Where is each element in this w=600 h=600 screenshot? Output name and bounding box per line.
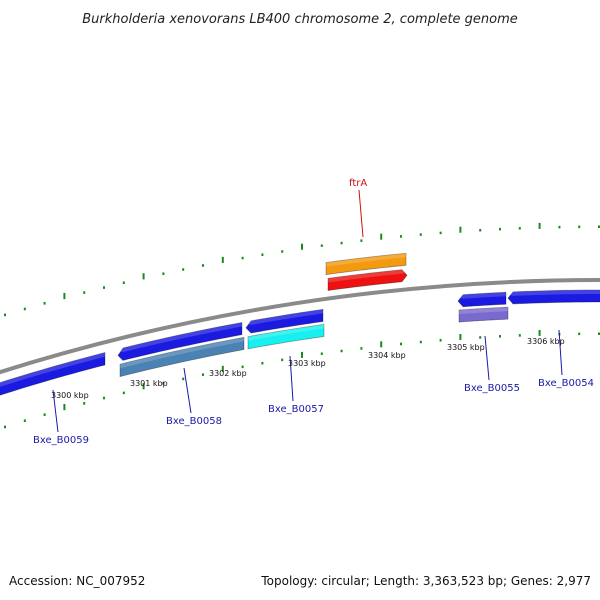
feature-steelblue-shine [120, 337, 244, 369]
feature-orange-shine [326, 253, 406, 267]
gene-label-bxe-b0054[interactable]: Bxe_B0054 [538, 378, 594, 389]
scale-label-3301: 3301 kbp [130, 379, 168, 388]
feature-ftrA[interactable] [327, 269, 408, 291]
feature-purple[interactable] [458, 306, 509, 323]
gene-labels: ftrA Bxe_B0059 Bxe_B0058 Bxe_B0057 Bxe_B… [33, 178, 594, 446]
feature-purple-shine [459, 307, 508, 315]
feature-cyan[interactable] [247, 323, 325, 350]
leader-bxe-b0054 [558, 329, 563, 376]
topology-summary: Topology: circular; Length: 3,363,523 bp… [260, 574, 591, 588]
gene-label-bxe-b0058[interactable]: Bxe_B0058 [166, 416, 222, 427]
gene-label-bxe-b0057[interactable]: Bxe_B0057 [268, 404, 324, 415]
feature-bxe-b0055-shine [458, 292, 506, 299]
feature-ftrA-shine [328, 269, 407, 283]
feature-bxe-b0055[interactable] [457, 291, 507, 308]
scale-label-3303: 3303 kbp [288, 359, 326, 368]
scale-label-3306: 3306 kbp [527, 337, 565, 346]
feature-steelblue[interactable] [119, 336, 245, 378]
feature-bxe-b0059[interactable] [0, 352, 106, 396]
leader-bxe-b0058 [183, 367, 192, 414]
accession-text: Accession: NC_007952 [9, 574, 145, 588]
leader-bxe-b0057 [289, 355, 294, 402]
scale-label-3302: 3302 kbp [209, 369, 247, 378]
scale-label-3305: 3305 kbp [447, 343, 485, 352]
leader-ftrA [358, 189, 364, 238]
inner-tick-ring [4, 329, 600, 429]
backbone-arc [0, 278, 600, 375]
gene-label-ftrA[interactable]: ftrA [349, 178, 367, 189]
leader-bxe-b0055 [484, 335, 490, 381]
scale-labels: 3300 kbp 3301 kbp 3302 kbp 3303 kbp 3304… [51, 337, 565, 400]
gene-label-bxe-b0055[interactable]: Bxe_B0055 [464, 383, 520, 394]
feature-cyan-shine [248, 324, 324, 341]
feature-layer [0, 252, 600, 396]
feature-bxe-b0054[interactable] [507, 289, 600, 305]
feature-bxe-b0058-shine [118, 322, 242, 353]
scale-label-3300: 3300 kbp [51, 391, 89, 400]
leader-bxe-b0059 [52, 389, 59, 433]
gene-label-bxe-b0059[interactable]: Bxe_B0059 [33, 435, 89, 446]
outer-tick-ring [4, 222, 600, 317]
feature-bxe-b0054-shine [508, 290, 600, 296]
leader-layer [52, 189, 563, 433]
map-title: Burkholderia xenovorans LB400 chromosome… [82, 12, 518, 27]
feature-bxe-b0058[interactable] [117, 321, 243, 361]
feature-orange[interactable] [325, 252, 407, 276]
feature-bxe-b0059-shine [0, 352, 105, 387]
feature-bxe-b0057[interactable] [245, 308, 324, 334]
feature-bxe-b0057-shine [246, 309, 323, 325]
scale-label-3304: 3304 kbp [368, 351, 406, 360]
